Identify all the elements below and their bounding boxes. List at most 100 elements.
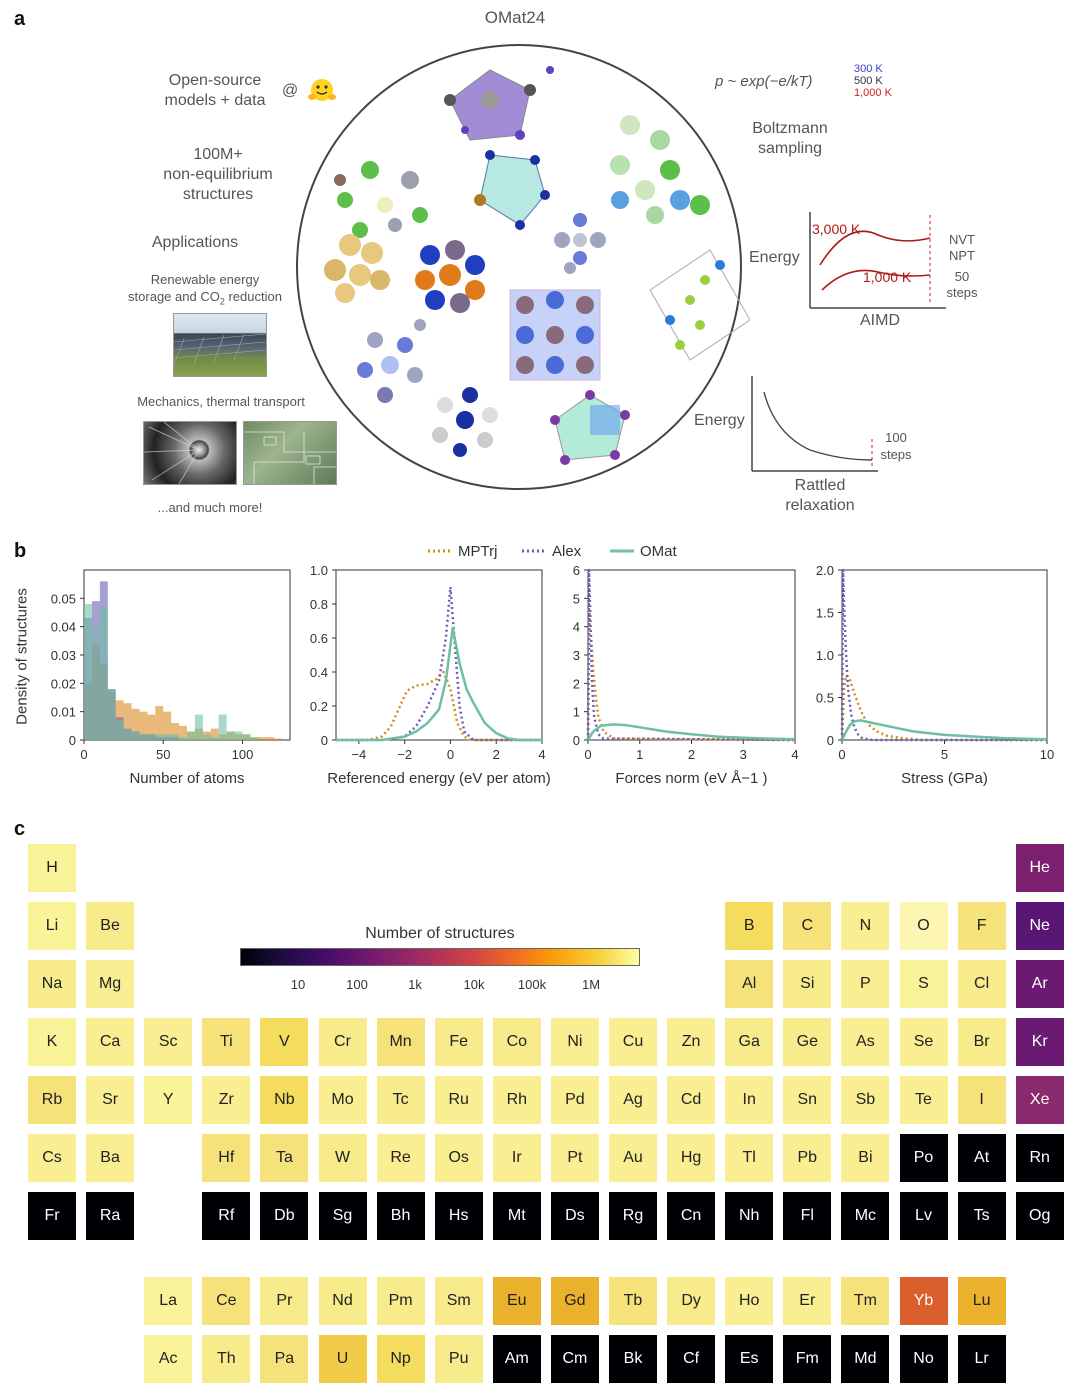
element-mg: Mg — [85, 959, 136, 1009]
element-tb: Tb — [608, 1276, 658, 1326]
element-u: U — [317, 1334, 368, 1384]
element-pd: Pd — [549, 1075, 600, 1125]
element-zn: Zn — [666, 1017, 717, 1067]
crystal-cluster-center — [509, 289, 601, 381]
y-tick-label: 0.02 — [51, 676, 76, 691]
bar-omat — [107, 689, 116, 740]
element-al: Al — [724, 959, 775, 1009]
element-ti: Ti — [201, 1017, 252, 1067]
element-bh: Bh — [375, 1191, 426, 1241]
boltzmann-line1: Boltzmann — [752, 120, 828, 137]
element-co: Co — [491, 1017, 542, 1067]
chart-frame — [587, 569, 796, 741]
colorbar-tick: 100k — [517, 977, 547, 992]
x-tick-label: 50 — [156, 747, 170, 762]
element-fe: Fe — [433, 1017, 484, 1067]
element-og: Og — [1014, 1191, 1065, 1241]
colorbar-tick: 100 — [346, 977, 368, 992]
element-na: Na — [27, 959, 77, 1009]
element-mt: Mt — [491, 1191, 542, 1241]
colorbar-tick: 10k — [463, 977, 485, 992]
element-er: Er — [782, 1276, 833, 1326]
nvt-label: NVT — [949, 232, 975, 247]
element-te: Te — [898, 1075, 949, 1125]
element-cs: Cs — [27, 1133, 77, 1183]
bar-omat — [250, 737, 259, 740]
element-ac: Ac — [143, 1334, 194, 1384]
crystal-cluster-gold — [324, 234, 390, 303]
steps50-label: steps — [946, 285, 978, 300]
bar-mptrj — [274, 738, 283, 740]
element-nh: Nh — [724, 1191, 775, 1241]
npt-label: NPT — [949, 248, 975, 263]
element-bk: Bk — [608, 1334, 658, 1384]
element-rg: Rg — [608, 1191, 658, 1241]
temp-500k: 500 K — [854, 75, 883, 87]
element-n: N — [840, 901, 891, 951]
element-sm: Sm — [433, 1276, 484, 1326]
x-tick-label: 100 — [232, 747, 254, 762]
element-ts: Ts — [956, 1191, 1007, 1241]
element-sr: Sr — [85, 1075, 136, 1125]
rattled-line2: relaxation — [785, 497, 855, 514]
element-pt: Pt — [549, 1133, 600, 1183]
element-ir: Ir — [491, 1133, 542, 1183]
energy-label-1: Energy — [749, 249, 800, 266]
y-tick-label: 0 — [573, 733, 580, 748]
crystal-cluster-lower-left — [357, 319, 426, 403]
structures-circle — [296, 44, 750, 490]
steps100-label: steps — [880, 447, 912, 462]
element-nd: Nd — [317, 1276, 368, 1326]
y-tick-label: 6 — [573, 563, 580, 578]
aimd-label: AIMD — [860, 312, 900, 329]
element-kr: Kr — [1014, 1017, 1065, 1067]
element-cr: Cr — [317, 1017, 368, 1067]
x-tick-label: −4 — [351, 747, 366, 762]
element-pb: Pb — [782, 1133, 833, 1183]
bar-omat — [115, 720, 124, 740]
open-source-line2: models + data — [164, 92, 266, 109]
bar-mptrj — [179, 725, 187, 740]
hugging-face-icon — [308, 79, 336, 101]
element-cn: Cn — [666, 1191, 717, 1241]
panel-a-letter: a — [14, 8, 26, 30]
element-pa: Pa — [259, 1334, 310, 1384]
element-ce: Ce — [201, 1276, 252, 1326]
x-tick-label: 10 — [1040, 747, 1054, 762]
element-tc: Tc — [375, 1075, 426, 1125]
element-li: Li — [27, 901, 77, 951]
series-line-alex — [586, 568, 796, 742]
rattled-relaxation-plot — [751, 376, 878, 472]
element-am: Am — [491, 1334, 542, 1384]
element-at: At — [956, 1133, 1007, 1183]
element-v: V — [259, 1017, 310, 1067]
y-tick-label: 4 — [573, 620, 580, 635]
colorbar-title: Number of structures — [365, 925, 515, 942]
legend-label-mptrj: MPTrj — [458, 543, 497, 560]
element-ar: Ar — [1014, 959, 1065, 1009]
element-rh: Rh — [491, 1075, 542, 1125]
series-line-mptrj — [336, 670, 542, 742]
aimd-plot: 3,000 K 1,000 K — [809, 212, 946, 309]
element-c: C — [782, 901, 833, 951]
element-yb: Yb — [898, 1276, 949, 1326]
y-tick-label: 5 — [573, 591, 580, 606]
x-tick-label: 1 — [636, 747, 643, 762]
crystal-cluster-blue — [474, 150, 550, 230]
rattled-line1: Rattled — [794, 477, 846, 494]
element-be: Be — [85, 901, 136, 951]
aimd-1000k-label: 1,000 K — [863, 269, 912, 285]
element-fm: Fm — [782, 1334, 833, 1384]
element-au: Au — [608, 1133, 658, 1183]
bar-omat — [202, 734, 211, 740]
element-pr: Pr — [259, 1276, 310, 1326]
temp-300k: 300 K — [854, 63, 883, 75]
element-y: Y — [143, 1075, 194, 1125]
element-nb: Nb — [259, 1075, 310, 1125]
element-rb: Rb — [27, 1075, 77, 1125]
x-tick-label: 0 — [447, 747, 454, 762]
bar-omat — [210, 737, 219, 740]
bar-omat — [218, 714, 227, 740]
mechanics-label: Mechanics, thermal transport — [137, 394, 305, 409]
x-tick-label: 4 — [538, 747, 545, 762]
